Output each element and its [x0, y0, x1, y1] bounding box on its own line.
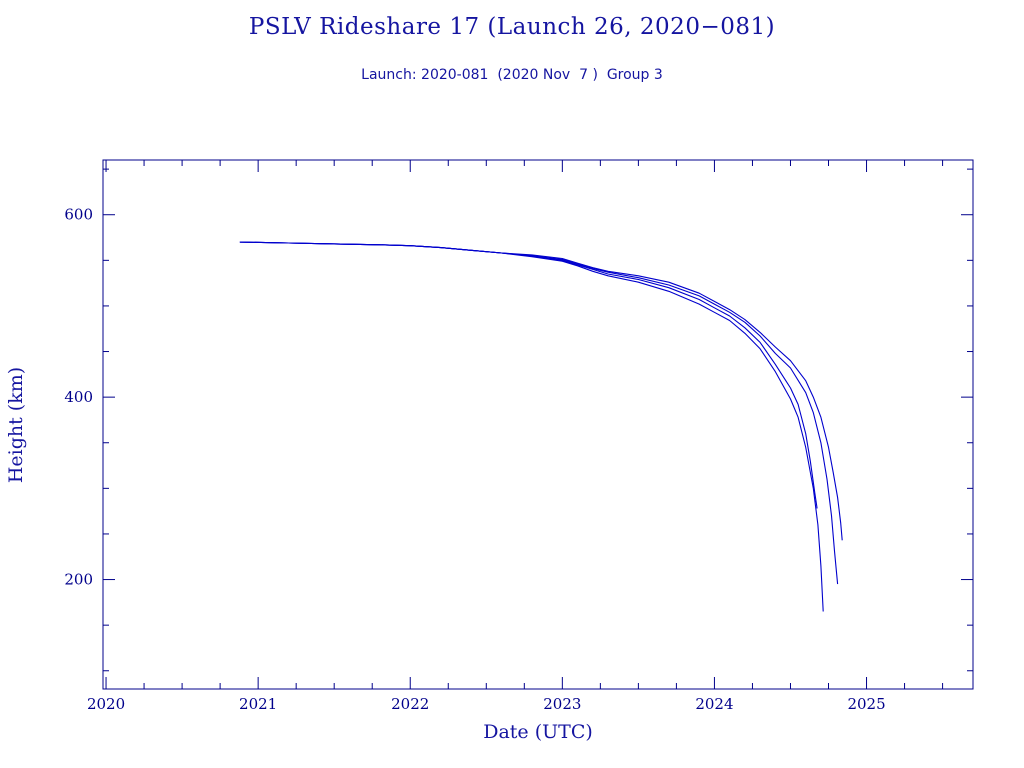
plot-frame: [102, 159, 974, 690]
x-axis-label: Date (UTC): [483, 721, 593, 743]
series-line-1: [239, 241, 824, 612]
y-axis-label: Height (km): [5, 367, 27, 483]
x-tick-label: 2024: [695, 695, 733, 713]
chart-subtitle: Launch: 2020-081 (2020 Nov 7 ) Group 3: [361, 67, 663, 83]
series-line-4: [239, 241, 843, 541]
x-tick-label: 2023: [543, 695, 581, 713]
x-tick-label: 2022: [391, 695, 429, 713]
x-tick-label: 2025: [847, 695, 885, 713]
x-tick-label: 2020: [87, 695, 125, 713]
axis-ticks: [103, 160, 973, 689]
series-line-2: [239, 241, 818, 509]
y-tick-label: 200: [64, 571, 93, 589]
tick-labels: 2020 2021 2022 2023 2024 2025 200 400 600: [64, 206, 885, 713]
y-tick-label: 400: [64, 388, 93, 406]
series-lines: [239, 241, 843, 612]
y-tick-label: 600: [64, 206, 93, 224]
series-line-3: [239, 241, 839, 585]
x-tick-label: 2021: [239, 695, 277, 713]
chart-title: PSLV Rideshare 17 (Launch 26, 2020−081): [248, 14, 776, 40]
